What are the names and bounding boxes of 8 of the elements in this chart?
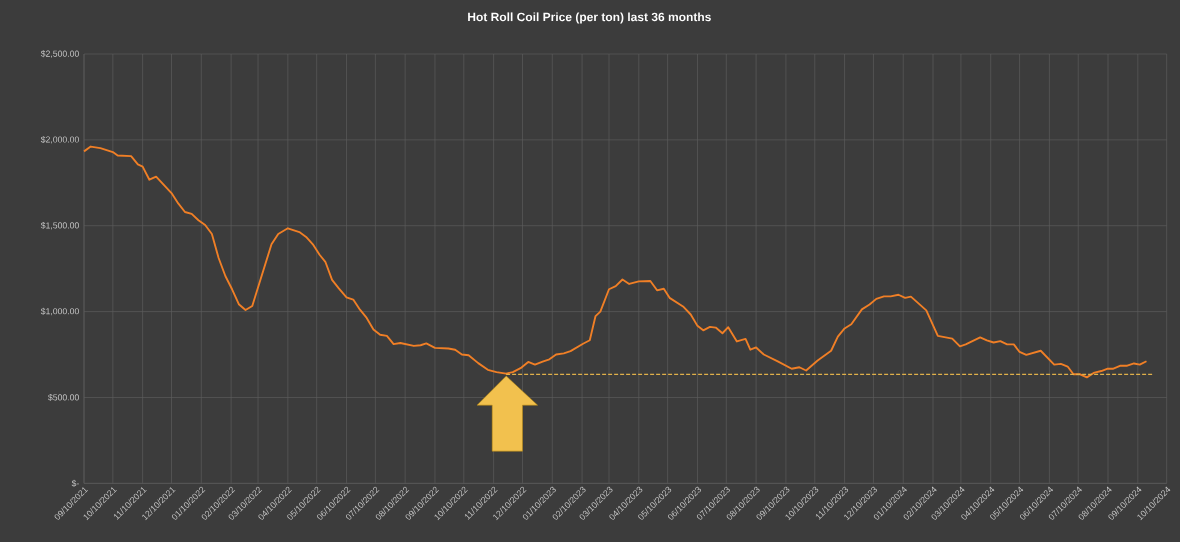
y-tick-label: $2,000.00: [40, 136, 79, 144]
chart-title: Hot Roll Coil Price (per ton) last 36 months: [468, 12, 711, 24]
line-series: [83, 145, 1148, 379]
y-tick-label: $1,500.00: [40, 221, 79, 230]
y-tick-label: $2,500.00: [40, 50, 79, 58]
y-tick-label: $500.00: [48, 393, 79, 401]
y-tick-label: $-: [71, 479, 79, 487]
y-tick-label: $1,000.00: [40, 307, 79, 316]
